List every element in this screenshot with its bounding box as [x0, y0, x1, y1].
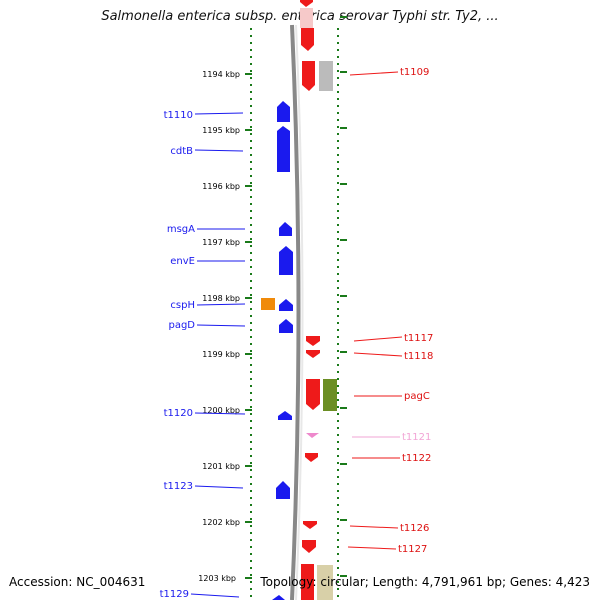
gene-t1121[interactable] [306, 433, 319, 438]
gene-t1122[interactable] [305, 453, 318, 462]
kbp-label: 1202 kbp [202, 518, 240, 527]
gene-label[interactable]: t1121 [402, 432, 431, 443]
gene-label[interactable]: t1127 [398, 544, 427, 555]
kbp-label: 1196 kbp [202, 182, 240, 191]
gene-t1118[interactable] [306, 350, 320, 358]
kbp-label: 1197 kbp [202, 238, 240, 247]
kbp-label: 1194 kbp [202, 70, 240, 79]
gene-cdtB[interactable] [277, 126, 290, 172]
gene-label[interactable]: cdtB [170, 146, 193, 157]
gene-pagC[interactable] [306, 379, 320, 410]
gene-label[interactable]: t1117 [404, 333, 433, 344]
gene-label[interactable]: t1120 [164, 408, 193, 419]
gene-envE[interactable] [279, 246, 293, 275]
reverse-strand-genes [272, 101, 293, 600]
gene-label[interactable]: envE [170, 256, 195, 267]
gene-top[interactable] [300, 0, 313, 7]
ruler-ticks-left [245, 73, 252, 579]
gene-t1126[interactable] [303, 521, 317, 529]
gene-t1129[interactable] [272, 595, 285, 600]
gene-label[interactable]: msgA [167, 224, 195, 235]
kbp-label: 1195 kbp [202, 126, 240, 135]
ruler-ticks-right [340, 16, 347, 577]
gene-label[interactable]: t1126 [400, 523, 429, 534]
kbp-label: 1200 kbp [202, 406, 240, 415]
gene-label[interactable]: pagC [404, 391, 430, 402]
gene-label[interactable]: t1110 [164, 110, 193, 121]
right-leaders [347, 71, 403, 550]
gene-t1117[interactable] [306, 336, 320, 346]
forward-strand-genes [300, 0, 320, 600]
genome-stats-text: Topology: circular; Length: 4,791,961 bp… [260, 575, 590, 589]
gene-label[interactable]: pagD [168, 320, 195, 331]
gene-cspH[interactable] [261, 298, 275, 310]
gene-cspH-blue[interactable] [279, 299, 293, 311]
gene-pagC-olive[interactable] [323, 379, 337, 411]
gene-bottom-tan[interactable] [317, 565, 333, 600]
gene-label[interactable]: t1123 [164, 481, 193, 492]
kbp-label: 1199 kbp [202, 350, 240, 359]
gene-bottom[interactable] [301, 564, 314, 600]
gene-label[interactable]: t1109 [400, 67, 429, 78]
gene-label[interactable]: cspH [170, 300, 195, 311]
accession-text: Accession: NC_004631 [9, 575, 146, 589]
gene-t1120[interactable] [278, 411, 292, 420]
gene-label[interactable]: t1118 [404, 351, 433, 362]
gene-msgA[interactable] [279, 222, 292, 236]
gene-label[interactable]: t1129 [160, 589, 189, 600]
gene-top-2[interactable] [301, 28, 314, 51]
gene-t1123[interactable] [276, 481, 290, 499]
kbp-label: 1201 kbp [202, 462, 240, 471]
gene-label[interactable]: t1122 [402, 453, 431, 464]
gene-t1109-gray[interactable] [319, 61, 333, 91]
kbp-label: 1203 kbp [198, 574, 236, 583]
gene-top-pale [300, 8, 313, 28]
gene-t1110[interactable] [277, 101, 290, 122]
gene-t1127[interactable] [302, 540, 316, 553]
gene-pagD[interactable] [279, 319, 293, 333]
genome-backbone [290, 24, 301, 600]
gene-t1109[interactable] [302, 61, 315, 91]
backbone-highlight [295, 24, 304, 600]
kbp-label: 1198 kbp [202, 294, 240, 303]
left-leaders [190, 112, 246, 598]
